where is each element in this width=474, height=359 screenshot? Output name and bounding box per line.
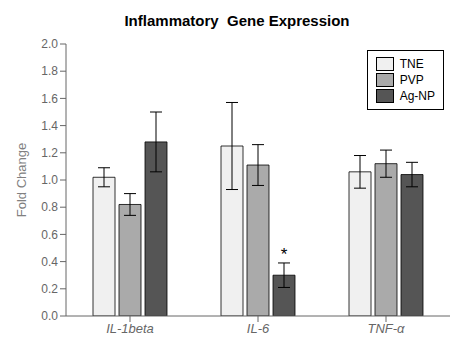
html-text:Ag-NP: Ag-NP: [399, 89, 435, 103]
html-text:Inflammatory Gene Expression: Inflammatory Gene Expression: [124, 12, 350, 29]
svg-text:1.8: 1.8: [41, 64, 58, 78]
svg-text:IL-6: IL-6: [247, 321, 270, 336]
svg-text:1.4: 1.4: [41, 119, 58, 133]
svg-text:IL-1beta: IL-1beta: [106, 321, 154, 336]
svg-text:*: *: [281, 245, 288, 264]
svg-text:1.0: 1.0: [41, 173, 58, 187]
svg-text:TNF-α: TNF-α: [367, 321, 405, 336]
svg-text:0.2: 0.2: [41, 282, 58, 296]
svg-text:0.0: 0.0: [41, 309, 58, 323]
html-text:PVP: PVP: [399, 73, 424, 87]
html-text:TNE: TNE: [399, 57, 424, 71]
svg-text:0.6: 0.6: [41, 228, 58, 242]
svg-text:0.8: 0.8: [41, 200, 58, 214]
svg-text:Fold Change: Fold Change: [14, 143, 29, 217]
svg-text:2.0: 2.0: [41, 37, 58, 51]
svg-text:0.4: 0.4: [41, 255, 58, 269]
svg-text:1.2: 1.2: [41, 146, 58, 160]
svg-text:1.6: 1.6: [41, 92, 58, 106]
